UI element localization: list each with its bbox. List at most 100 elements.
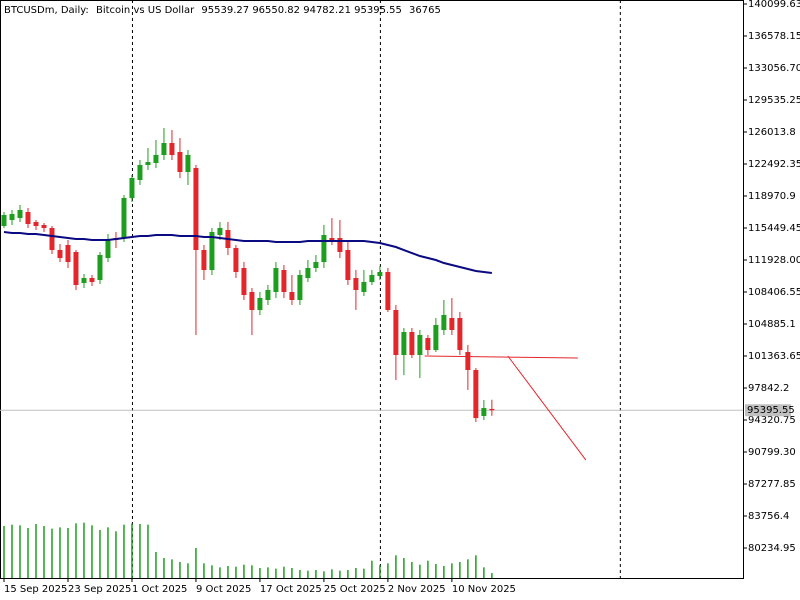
- candle-body: [305, 268, 311, 279]
- candle-body: [185, 155, 191, 173]
- y-tick-label: 90799.30: [748, 447, 796, 458]
- symbol: BTCUSDm, Daily:: [4, 5, 89, 16]
- candle-body: [161, 143, 167, 156]
- header: BTCUSDm, Daily: Bitcoin vs US Dollar 955…: [4, 5, 441, 16]
- description: Bitcoin vs US Dollar: [96, 5, 195, 16]
- candle-body: [1, 215, 7, 227]
- candle-body: [9, 214, 15, 221]
- last-open: 95539.27: [201, 5, 249, 16]
- candle-body: [337, 238, 343, 253]
- candle-body: [57, 250, 63, 259]
- x-tick-label: 15 Sep 2025: [4, 584, 67, 595]
- candle-body: [425, 338, 431, 351]
- candle-body: [41, 225, 47, 229]
- trendline: [507, 355, 587, 461]
- candle-body: [481, 408, 487, 417]
- candle-body: [193, 168, 199, 251]
- moving-average: [3, 231, 492, 274]
- y-tick-label: 140099.63: [748, 0, 800, 10]
- candle-body: [457, 318, 463, 351]
- candle-body: [105, 240, 111, 259]
- x-tick-label: 23 Sep 2025: [68, 584, 131, 595]
- candle-body: [321, 235, 327, 263]
- candle-body: [233, 248, 239, 273]
- candle-body: [217, 228, 223, 236]
- candle-body: [49, 228, 55, 251]
- y-tick-label: 111928.00: [748, 255, 800, 266]
- x-tick-label: 1 Oct 2025: [132, 584, 187, 595]
- candle-body: [25, 212, 31, 225]
- y-tick-label: 80234.95: [748, 543, 796, 554]
- trendline: [424, 355, 578, 359]
- candle-body: [345, 250, 351, 281]
- x-tick-label: 25 Oct 2025: [324, 584, 386, 595]
- y-tick-label: 97842.2: [748, 383, 789, 394]
- x-tick-label: 9 Oct 2025: [196, 584, 251, 595]
- candle-body: [177, 152, 183, 173]
- candle-body: [401, 332, 407, 356]
- y-tick-label: 101363.65: [748, 351, 800, 362]
- candle-body: [97, 255, 103, 281]
- candle-body: [473, 370, 479, 419]
- candle-body: [313, 262, 319, 269]
- candle-body: [65, 245, 71, 263]
- candle-body: [489, 408, 495, 411]
- candle-body: [33, 222, 39, 227]
- last-low: 94782.21: [303, 5, 351, 16]
- y-tick-label: 126013.8: [748, 127, 796, 138]
- candle-body: [289, 292, 295, 301]
- candle-body: [81, 278, 87, 284]
- y-tick-label: 115449.45: [748, 223, 800, 234]
- candle-body: [377, 272, 383, 277]
- candle-body: [281, 270, 287, 293]
- candle-body: [433, 325, 439, 351]
- y-tick-label: 122492.35: [748, 159, 800, 170]
- y-tick-label: 133056.70: [748, 63, 800, 74]
- y-tick-label: 87277.85: [748, 479, 796, 490]
- candle-body: [273, 268, 279, 293]
- x-tick-label: 2 Nov 2025: [388, 584, 446, 595]
- candle-body: [465, 352, 471, 371]
- candle-body: [441, 315, 447, 331]
- price-label-box: [745, 404, 791, 417]
- y-tick-label: 129535.25: [748, 95, 800, 106]
- plot-frame: [0, 0, 744, 579]
- candle-body: [17, 210, 23, 219]
- y-tick-label: 83756.4: [748, 511, 789, 522]
- candle-body: [129, 178, 135, 199]
- last-volume: 36765: [409, 5, 441, 16]
- candle-body: [385, 272, 391, 311]
- last-close: 95395.55: [354, 5, 402, 16]
- candle-body: [73, 252, 79, 286]
- candle-body: [121, 198, 127, 239]
- y-tick-label: 108406.55: [748, 287, 800, 298]
- candle-body: [89, 278, 95, 283]
- candle-body: [169, 143, 175, 156]
- y-tick-label: 94320.75: [748, 415, 796, 426]
- candle-body: [329, 238, 335, 241]
- candle-body: [209, 232, 215, 271]
- candle-body: [137, 165, 143, 181]
- candle-body: [249, 292, 255, 311]
- candle-body: [361, 282, 367, 293]
- y-tick-label: 104885.1: [748, 319, 796, 330]
- candle-body: [369, 275, 375, 283]
- candle-body: [153, 155, 159, 164]
- candle-body: [417, 335, 423, 356]
- y-tick-label: 118970.9: [748, 191, 796, 202]
- last-high: 96550.82: [252, 5, 300, 16]
- candle-body: [353, 278, 359, 291]
- candle-body: [449, 318, 455, 331]
- candle-body: [265, 290, 271, 301]
- candle-body: [145, 162, 151, 166]
- candle-body: [297, 275, 303, 301]
- x-tick-label: 17 Oct 2025: [260, 584, 322, 595]
- x-tick-label: 10 Nov 2025: [452, 584, 516, 595]
- candle-body: [241, 268, 247, 296]
- candle-body: [201, 250, 207, 271]
- plot: [0, 0, 743, 578]
- price-label: 95395.55: [747, 405, 795, 416]
